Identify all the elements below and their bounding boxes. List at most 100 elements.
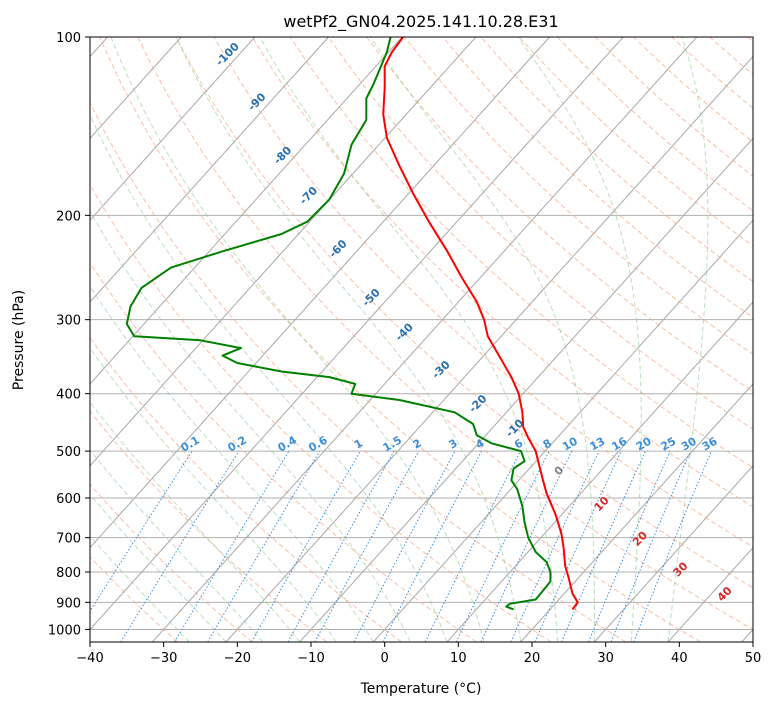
moist-adiabat-line xyxy=(90,401,301,642)
dry-adiabat-line xyxy=(99,37,701,642)
dry-adiabat-line xyxy=(90,261,477,642)
isotherm-line xyxy=(520,383,753,642)
sounding-profiles xyxy=(125,37,579,611)
isotherm-line xyxy=(593,464,753,642)
dry-adiabat-line xyxy=(556,37,753,212)
dry-adiabat-label: 0 xyxy=(552,463,567,478)
dry-adiabat-line xyxy=(366,37,753,392)
dry-adiabat-line xyxy=(90,410,328,642)
isotherm-label: -100 xyxy=(213,40,242,69)
dry-adiabat-line xyxy=(251,37,753,508)
mixing-ratio-label: 2 xyxy=(411,437,424,452)
mixing-ratio-line xyxy=(510,450,600,642)
y-tick-label: 600 xyxy=(56,492,81,507)
x-tick-label: −10 xyxy=(297,651,324,666)
isotherm-line xyxy=(741,628,753,642)
y-tick-label: 1000 xyxy=(48,623,81,638)
mixing-ratio-line xyxy=(251,450,361,642)
x-axis: −40 −30 −20 −10 0 10 20 30 40 50 xyxy=(76,642,761,666)
y-axis-label: Pressure (hPa) xyxy=(11,290,27,390)
background-lines xyxy=(90,37,753,642)
x-tick-label: 0 xyxy=(381,651,389,666)
mixing-ratio-line xyxy=(610,450,692,642)
y-tick-label: 500 xyxy=(56,445,81,460)
y-tick-label: 200 xyxy=(56,209,81,224)
x-tick-label: 30 xyxy=(597,651,614,666)
moist-adiabat-line xyxy=(90,493,227,642)
dry-adiabat-line xyxy=(671,37,753,109)
x-tick-label: −20 xyxy=(224,651,251,666)
mixing-ratio-line xyxy=(90,450,193,613)
x-tick-label: 50 xyxy=(745,651,762,666)
mixing-ratio-line xyxy=(534,450,622,642)
dry-adiabat-line xyxy=(90,483,253,642)
moist-adiabat-line xyxy=(667,37,709,642)
moist-adiabat-line xyxy=(90,210,411,642)
mixing-ratio-line xyxy=(353,450,456,642)
y-tick-label: 900 xyxy=(56,596,81,611)
x-tick-label: −40 xyxy=(76,651,103,666)
dry-adiabat-line xyxy=(595,37,753,177)
moist-adiabat-line xyxy=(110,37,485,642)
y-tick-label: 700 xyxy=(56,532,81,547)
x-tick-label: 10 xyxy=(450,651,467,666)
x-tick-label: 40 xyxy=(671,651,688,666)
mixing-ratio-line xyxy=(174,450,290,642)
dry-adiabat-line xyxy=(90,101,626,642)
dry-adiabat-label: 20 xyxy=(630,529,650,549)
dry-adiabat-line xyxy=(633,37,753,143)
isotherm-line xyxy=(90,37,256,221)
moist-adiabat-line xyxy=(175,37,522,642)
mixing-ratio-line xyxy=(382,450,483,642)
temperature-profile-line xyxy=(382,37,579,610)
isotherm-label: -20 xyxy=(466,392,489,415)
dry-adiabat-line xyxy=(328,37,753,430)
dry-adiabat-line xyxy=(90,336,402,642)
isotherm-line xyxy=(299,137,753,642)
moist-adiabat-line xyxy=(90,347,337,642)
isotherm-line xyxy=(90,37,550,549)
mixing-ratio-line xyxy=(120,450,240,642)
chart-title: wetPf2_GN04.2025.141.10.28.E31 xyxy=(283,12,558,32)
mixing-ratio-line xyxy=(424,450,521,642)
dry-adiabat-line xyxy=(137,37,753,630)
moist-adiabat-line xyxy=(259,37,558,642)
y-tick-label: 100 xyxy=(56,31,81,46)
isotherm-label: -50 xyxy=(360,286,383,309)
plot-frame xyxy=(89,36,754,643)
isotherm-line xyxy=(90,37,403,385)
dry-adiabat-line xyxy=(442,37,753,319)
moist-adiabat-line xyxy=(90,285,374,642)
mixing-ratio-line xyxy=(314,450,420,642)
dry-adiabat-line xyxy=(175,37,753,589)
moist-adiabat-line xyxy=(90,449,264,642)
moist-adiabat-line xyxy=(370,37,595,642)
moist-adiabat-line xyxy=(90,535,190,642)
isotherm-label: -80 xyxy=(271,144,294,167)
isotherm-line xyxy=(225,55,753,642)
mixing-ratio-line xyxy=(561,450,646,642)
isotherm-line xyxy=(151,37,698,642)
x-axis-label: Temperature (°C) xyxy=(360,681,482,697)
isotherm-line xyxy=(372,219,753,642)
isotherm-label: -30 xyxy=(430,358,453,381)
mixing-ratio-label: 3 xyxy=(447,437,460,452)
dry-adiabat-line xyxy=(747,37,753,42)
x-tick-label: −30 xyxy=(150,651,177,666)
y-axis: 100 200 300 400 500 600 700 800 900 1000 xyxy=(48,31,90,638)
isotherm-line xyxy=(90,37,477,467)
moist-adiabat-line xyxy=(90,113,448,642)
mixing-ratio-line xyxy=(287,450,395,642)
mixing-ratio-line xyxy=(633,450,712,642)
dewpoint-profile-line xyxy=(125,37,552,611)
y-tick-label: 400 xyxy=(56,388,81,403)
isotherm-line xyxy=(90,37,329,303)
dry-adiabat-line xyxy=(213,37,753,548)
dry-adiabat-line xyxy=(480,37,753,283)
y-tick-label: 300 xyxy=(56,314,81,329)
mixing-ratio-label: 1 xyxy=(352,437,365,452)
moist-adiabat-line xyxy=(517,37,642,642)
y-tick-label: 800 xyxy=(56,566,81,581)
mixing-ratio-line xyxy=(588,450,671,642)
